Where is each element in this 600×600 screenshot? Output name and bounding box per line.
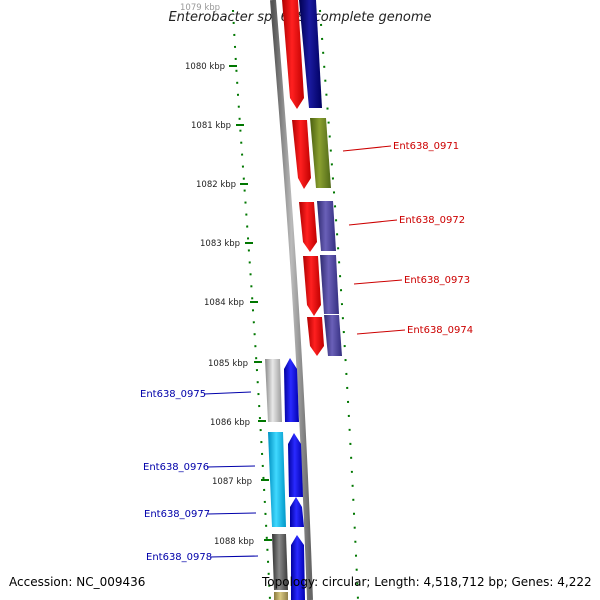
reverse-features[interactable] [265, 358, 305, 600]
inner-ruler [229, 9, 272, 600]
cds-feature [284, 358, 299, 422]
cds-feature [324, 315, 342, 356]
ruler-label-partial: 1079 kbp [180, 3, 220, 13]
cds-feature [268, 432, 286, 527]
ruler-label-1083: 1083 kbp [200, 239, 240, 249]
cds-feature [291, 535, 305, 600]
gene-label-ent638-0971[interactable]: Ent638_0971 [393, 141, 459, 152]
cds-feature [274, 592, 288, 600]
genome-backbone [270, 0, 313, 600]
forward-gene-labels: Ent638_0971 Ent638_0972 Ent638_0973 Ent6… [342, 141, 473, 336]
gene-label-ent638-0975[interactable]: Ent638_0975 [140, 389, 206, 400]
ruler-label-1087: 1087 kbp [212, 477, 252, 487]
ruler-label-1086: 1086 kbp [210, 418, 250, 428]
ruler-label-1080: 1080 kbp [185, 62, 225, 72]
ruler-label-1085: 1085 kbp [208, 359, 248, 369]
cds-feature [310, 118, 331, 188]
gene-label-ent638-0976[interactable]: Ent638_0976 [143, 462, 209, 473]
gene-label-ent638-0972[interactable]: Ent638_0972 [399, 215, 465, 226]
cds-feature [299, 0, 322, 108]
genome-summary: Topology: circular; Length: 4,518,712 bp… [262, 575, 592, 589]
ruler-label-1084: 1084 kbp [204, 298, 244, 308]
cds-feature [307, 317, 324, 356]
cds-feature [299, 202, 317, 252]
gene-label-ent638-0977[interactable]: Ent638_0977 [144, 509, 210, 520]
gene-label-ent638-0978[interactable]: Ent638_0978 [146, 552, 212, 563]
cds-feature [317, 201, 336, 251]
cds-feature [288, 433, 303, 497]
gene-label-ent638-0973[interactable]: Ent638_0973 [404, 275, 470, 286]
ruler-label-1081: 1081 kbp [191, 121, 231, 131]
forward-features[interactable] [282, 0, 342, 356]
cds-feature [290, 497, 304, 527]
cds-feature [282, 0, 304, 109]
cds-feature [272, 534, 288, 590]
accession-label: Accession: NC_009436 [9, 575, 146, 589]
cds-feature [303, 256, 321, 316]
cds-feature [320, 255, 339, 314]
ruler-label-1082: 1082 kbp [196, 180, 236, 190]
reverse-gene-labels: Ent638_0975 Ent638_0976 Ent638_0977 Ent6… [140, 389, 259, 563]
gene-label-ent638-0974[interactable]: Ent638_0974 [407, 325, 473, 336]
map-title: Enterobacter sp. 638, complete genome [168, 10, 432, 25]
cds-feature [265, 359, 282, 422]
cds-feature [292, 120, 311, 189]
ruler-label-1088: 1088 kbp [214, 537, 254, 547]
